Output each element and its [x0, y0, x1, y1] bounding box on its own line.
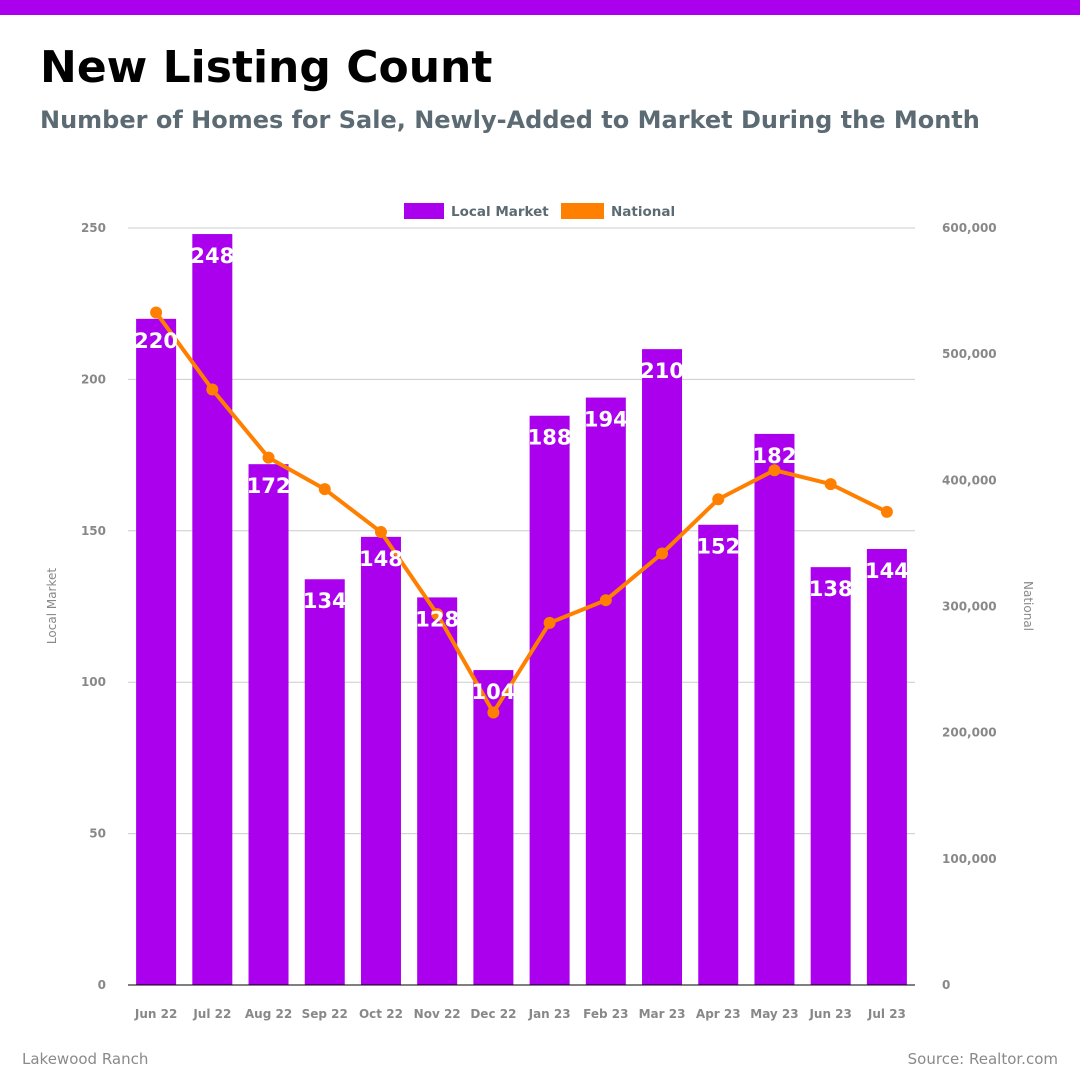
bar-data-label: 128	[415, 607, 459, 631]
bar-data-label: 138	[809, 577, 853, 601]
bar-data-labels: 220 248 172 134 148 128 104 188 194 210 152 182 138 1…	[134, 244, 909, 704]
point-national	[712, 493, 725, 506]
right-axis-tick-label: 200,000	[942, 726, 997, 740]
point-national	[206, 383, 219, 396]
right-axis-tick-label: 500,000	[942, 347, 997, 361]
right-axis-tick-label: 600,000	[942, 221, 997, 235]
point-national	[543, 616, 556, 629]
point-national	[824, 478, 837, 491]
bar-local-market	[642, 349, 683, 985]
bar-data-label: 144	[865, 559, 909, 583]
x-axis-tick-label: Jul 22	[192, 1007, 231, 1021]
bar-data-label: 148	[359, 547, 403, 571]
left-axis-tick-label: 0	[98, 978, 106, 992]
x-axis-tick-label: Sep 22	[302, 1007, 348, 1021]
x-axis-tick-label: Jun 23	[808, 1007, 851, 1021]
x-axis-tick-label: Mar 23	[639, 1007, 686, 1021]
right-axis-tick-label: 0	[942, 978, 950, 992]
point-national	[768, 464, 781, 477]
right-axis-tick-label: 400,000	[942, 473, 997, 487]
x-axis-tick-label: Aug 22	[245, 1007, 292, 1021]
footer-source: Source: Realtor.com	[907, 1050, 1058, 1068]
bar-data-label: 188	[528, 426, 572, 450]
x-axis-tick-label: Feb 23	[583, 1007, 628, 1021]
bar-local-market	[360, 536, 401, 985]
point-national	[487, 706, 500, 719]
point-national	[599, 594, 612, 607]
new-listing-chart: 220 248 172 134 148 128 104 188 194 210 152 182 138 1…	[45, 203, 1035, 1021]
x-axis-tick-label: Jan 23	[528, 1007, 571, 1021]
right-axis-tick-label: 300,000	[942, 600, 997, 614]
bar-local-market	[136, 318, 177, 986]
x-axis-tick-label: Oct 22	[359, 1007, 403, 1021]
bar-data-label: 104	[471, 680, 515, 704]
bar-series-local-market	[136, 234, 907, 986]
bar-local-market	[529, 415, 570, 986]
line-series-national	[150, 306, 893, 719]
axes: 0 50 100 150 200 250 0 100,000 200,000 300,000 400…	[45, 221, 1035, 1021]
point-national	[318, 483, 331, 496]
bar-local-market	[585, 397, 626, 985]
point-national	[374, 526, 387, 539]
chart-legend[interactable]: Local Market National	[404, 203, 675, 220]
top-accent-bar	[0, 0, 1080, 15]
left-axis-tick-label: 200	[81, 372, 106, 386]
legend-swatch-local-market[interactable]	[404, 203, 444, 219]
bar-data-label: 152	[696, 535, 740, 559]
bar-local-market	[304, 579, 345, 985]
bar-local-market	[810, 567, 851, 985]
grid-lines	[128, 227, 915, 835]
point-national	[262, 451, 275, 464]
bar-local-market	[192, 234, 233, 985]
bar-local-market	[473, 670, 514, 985]
bar-local-market	[754, 433, 795, 985]
legend-swatch-national[interactable]	[561, 203, 604, 219]
x-axis-tick-label: Jun 22	[134, 1007, 177, 1021]
point-national	[150, 306, 163, 319]
x-axis-tick-label: Jul 23	[867, 1007, 906, 1021]
bar-data-label: 134	[303, 589, 347, 613]
footer-location: Lakewood Ranch	[22, 1050, 149, 1068]
bar-data-label: 248	[190, 244, 234, 268]
left-axis-tick-label: 250	[81, 221, 106, 235]
left-axis-title: Local Market	[45, 568, 59, 644]
line-national	[154, 311, 888, 715]
x-axis-tick-label: Nov 22	[414, 1007, 461, 1021]
point-national	[880, 505, 893, 518]
bar-local-market	[248, 464, 289, 986]
bar-data-label: 194	[584, 408, 628, 432]
left-axis-tick-label: 50	[89, 827, 106, 841]
bar-local-market	[866, 548, 907, 985]
page-subtitle: Number of Homes for Sale, Newly-Added to…	[40, 106, 980, 134]
x-axis-tick-label: May 23	[750, 1007, 798, 1021]
bar-data-label: 182	[753, 444, 797, 468]
bar-data-label: 210	[640, 359, 684, 383]
bar-data-label: 172	[247, 474, 291, 498]
right-axis-tick-label: 100,000	[942, 852, 997, 866]
point-national	[431, 608, 444, 621]
x-axis-tick-label: Apr 23	[696, 1007, 741, 1021]
bar-data-label: 220	[134, 329, 178, 353]
legend-label-national[interactable]: National	[611, 204, 675, 220]
bar-local-market	[698, 524, 739, 985]
point-national	[656, 547, 669, 560]
right-axis-title: National	[1021, 581, 1035, 631]
left-axis-tick-label: 150	[81, 524, 106, 538]
bar-local-market	[417, 597, 458, 985]
left-axis-tick-label: 100	[81, 675, 106, 689]
page-title: New Listing Count	[40, 42, 493, 93]
x-axis-tick-label: Dec 22	[470, 1007, 516, 1021]
legend-label-local-market[interactable]: Local Market	[451, 204, 549, 220]
